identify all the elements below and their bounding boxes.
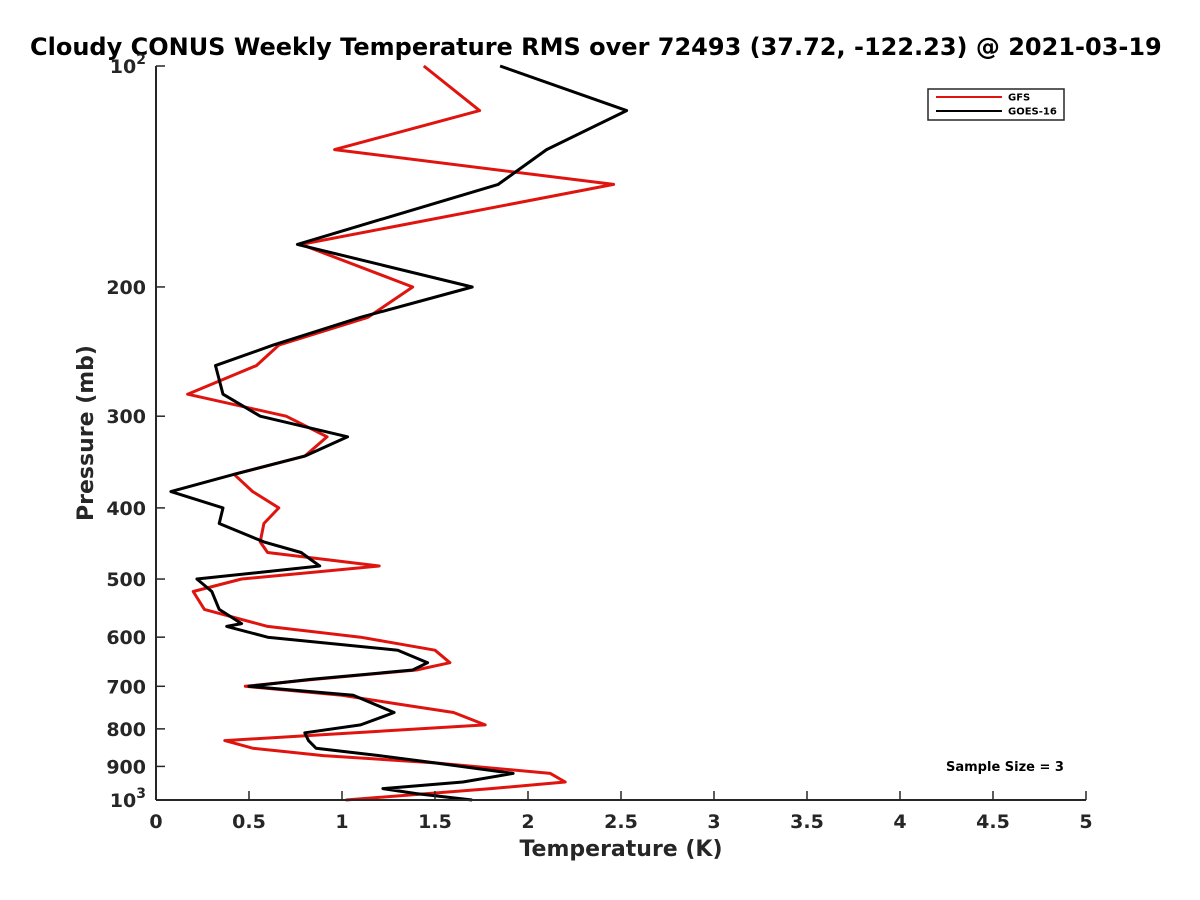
x-tick-label: 1.5 [418, 811, 452, 833]
y-axis-label: Pressure (mb) [74, 345, 99, 521]
y-tick-label: 800 [106, 719, 146, 741]
y-tick-label: 300 [106, 406, 146, 428]
y-tick-label: 500 [106, 569, 146, 591]
x-tick-label: 5 [1079, 811, 1092, 833]
chart-title: Cloudy CONUS Weekly Temperature RMS over… [30, 33, 1162, 61]
x-axis-label: Temperature (K) [519, 837, 722, 862]
x-ticks: 0 0.5 1 1.5 2 2.5 3 3.5 4 4.5 5 [149, 791, 1093, 833]
y-tick-label: 400 [106, 498, 146, 520]
sample-size-annotation: Sample Size = 3 [946, 760, 1064, 775]
x-tick-label: 2.5 [604, 811, 638, 833]
x-tick-label: 3.5 [790, 811, 824, 833]
y-tick-label: 700 [106, 676, 146, 698]
x-tick-label: 4 [893, 811, 906, 833]
series-line-goes16 [169, 64, 629, 802]
x-tick-label: 0 [149, 811, 162, 833]
x-tick-label: 1 [335, 811, 348, 833]
legend-label-gfs: GFS [1008, 93, 1030, 104]
plot-area: 0 0.5 1 1.5 2 2.5 3 3.5 4 4.5 5 102 200 300 400 500 600… [106, 52, 1092, 833]
y-tick-label: 600 [106, 627, 146, 649]
y-tick-label: 102 [110, 52, 146, 78]
y-tick-label: 200 [106, 277, 146, 299]
legend: GFS GOES-16 [927, 88, 1065, 121]
series-line-gfs [186, 64, 616, 802]
legend-box [927, 88, 1065, 121]
series-lines [169, 64, 629, 802]
y-tick-label: 103 [110, 786, 146, 812]
legend-label-goes16: GOES-16 [1008, 107, 1057, 118]
y-tick-label: 900 [106, 756, 146, 778]
x-tick-label: 4.5 [976, 811, 1010, 833]
y-ticks: 102 200 300 400 500 600 700 800 900 103 [106, 52, 165, 812]
x-tick-label: 0.5 [232, 811, 266, 833]
x-tick-label: 3 [707, 811, 720, 833]
x-tick-label: 2 [521, 811, 534, 833]
